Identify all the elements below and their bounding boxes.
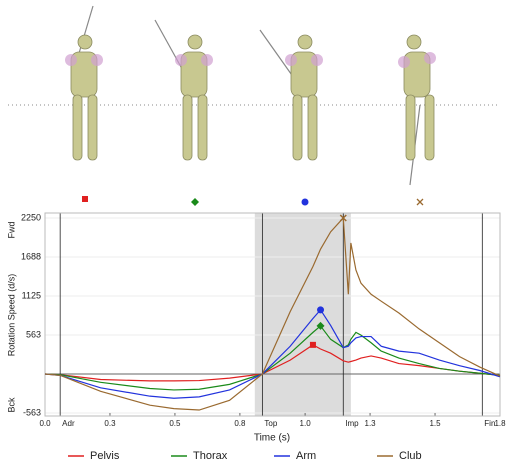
y-tick-label: 563 bbox=[26, 329, 41, 339]
y-top-label: Fwd bbox=[6, 221, 16, 238]
x-tick-label: 0.8 bbox=[234, 419, 246, 428]
x-tick-label: 1.5 bbox=[429, 419, 441, 428]
x-tick-label: 0.5 bbox=[169, 419, 181, 428]
x-axis-title: Time (s) bbox=[254, 433, 290, 444]
peak-marker bbox=[309, 341, 316, 348]
legend-label: Thorax bbox=[193, 450, 228, 462]
y-tick-label: 1688 bbox=[21, 251, 41, 261]
y-axis-title: Rotation Speed (d/s) bbox=[6, 274, 16, 357]
figure bbox=[154, 19, 213, 206]
y-tick-label: 2250 bbox=[21, 212, 41, 222]
figure bbox=[65, 5, 103, 202]
peak-marker bbox=[316, 321, 325, 330]
x-tick-label: 1.8 bbox=[494, 419, 506, 428]
peak-marker bbox=[339, 214, 347, 222]
plot-frame bbox=[44, 212, 501, 417]
shaded-range bbox=[254, 213, 351, 416]
y-tick-label: -563 bbox=[23, 407, 41, 417]
event-label: Imp bbox=[345, 419, 359, 428]
event-label: Top bbox=[264, 419, 277, 428]
event-label: Fin bbox=[484, 419, 495, 428]
legend-label: Arm bbox=[296, 450, 316, 462]
legend-label: Club bbox=[399, 450, 422, 462]
x-tick-label: 0.3 bbox=[104, 419, 116, 428]
x-tick-label: 0.0 bbox=[39, 419, 51, 428]
swing-figures bbox=[8, 5, 500, 206]
series-line bbox=[44, 308, 501, 399]
y-tick-label: 1125 bbox=[22, 290, 41, 300]
legend-label: Pelvis bbox=[90, 450, 120, 462]
peak-marker bbox=[317, 306, 325, 314]
event-label: Adr bbox=[62, 419, 75, 428]
series-line bbox=[44, 344, 501, 382]
y-bottom-label: Bck bbox=[6, 397, 16, 413]
figure bbox=[398, 34, 436, 206]
x-tick-label: 1.0 bbox=[300, 419, 312, 428]
figure bbox=[259, 29, 323, 206]
x-tick-label: 1.3 bbox=[365, 419, 377, 428]
